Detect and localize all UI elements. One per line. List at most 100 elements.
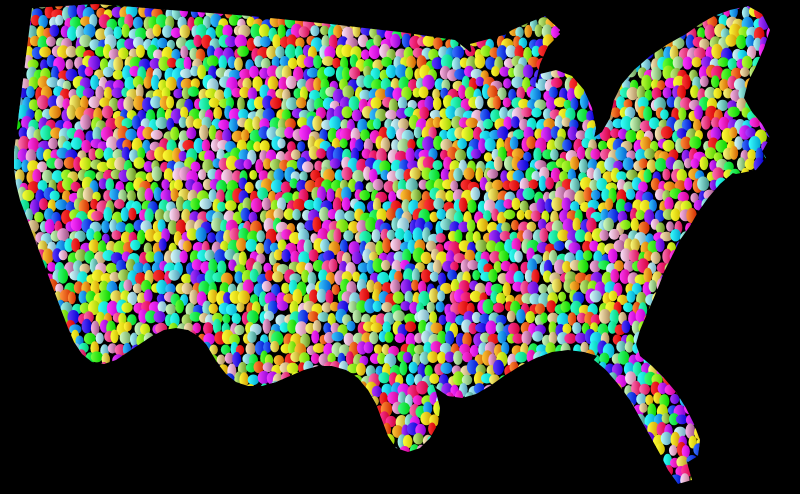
map-dot xyxy=(710,126,722,141)
map-dot xyxy=(648,279,657,293)
map-dot xyxy=(662,87,672,99)
map-dot xyxy=(101,105,114,119)
map-dot xyxy=(144,188,154,202)
map-dot xyxy=(359,230,372,244)
map-dot xyxy=(391,139,400,152)
map-dot xyxy=(247,331,257,343)
map-dot xyxy=(287,141,296,153)
map-dot xyxy=(405,66,414,80)
map-dot xyxy=(502,282,511,297)
map-dot xyxy=(90,75,99,90)
map-dot xyxy=(385,64,397,79)
map-dot xyxy=(682,74,691,90)
map-dot xyxy=(225,200,237,212)
map-dot xyxy=(650,66,662,82)
map-dot xyxy=(472,270,481,281)
map-dot xyxy=(238,108,249,120)
map-dot xyxy=(361,49,370,60)
map-dot xyxy=(617,128,628,140)
map-dot xyxy=(382,237,391,254)
map-dot xyxy=(586,110,595,122)
map-dot xyxy=(366,279,375,293)
map-dot xyxy=(238,149,250,162)
map-dot xyxy=(312,216,322,233)
map-dot xyxy=(412,227,423,243)
map-dot xyxy=(677,191,689,203)
map-dot xyxy=(113,26,123,39)
map-dot xyxy=(144,208,154,223)
map-dot xyxy=(246,140,256,153)
map-dot xyxy=(193,34,202,48)
map-dot xyxy=(275,46,285,59)
map-dot xyxy=(303,56,315,68)
map-dot xyxy=(189,289,199,305)
map-dot xyxy=(512,170,525,183)
map-dot xyxy=(405,373,415,386)
map-dot xyxy=(40,125,52,141)
map-dot xyxy=(81,139,91,153)
map-dot xyxy=(617,350,630,365)
map-dot xyxy=(428,169,440,183)
map-dot xyxy=(513,270,524,285)
map-dot xyxy=(175,196,185,212)
map-dot xyxy=(51,170,64,183)
map-dot xyxy=(259,140,270,153)
map-dot xyxy=(44,218,55,234)
map-dot xyxy=(165,283,176,295)
map-dot xyxy=(553,240,565,251)
map-dot xyxy=(524,24,533,38)
map-dot xyxy=(334,169,344,183)
map-dot xyxy=(359,89,371,101)
map-dot xyxy=(546,300,557,313)
map-dot xyxy=(220,240,229,252)
map-dot xyxy=(308,249,319,262)
map-dot xyxy=(242,279,254,294)
map-dot xyxy=(620,219,631,230)
map-dot xyxy=(704,24,715,40)
map-dot xyxy=(329,116,341,131)
map-dot xyxy=(99,289,111,302)
map-dot xyxy=(524,209,533,220)
map-dot xyxy=(21,159,30,173)
map-dot xyxy=(458,197,468,212)
map-dot xyxy=(411,268,420,284)
map-dot xyxy=(390,238,402,252)
map-dot xyxy=(589,290,602,303)
map-dot xyxy=(469,344,479,357)
map-dot xyxy=(204,269,216,285)
map-dot xyxy=(551,77,563,89)
map-dot xyxy=(578,158,589,174)
map-dot xyxy=(704,86,717,101)
map-dot xyxy=(106,300,119,316)
map-dot xyxy=(704,147,717,160)
map-dot xyxy=(321,302,332,313)
map-dot xyxy=(215,24,225,38)
map-dot xyxy=(444,330,455,345)
map-dot xyxy=(499,106,509,120)
map-dot xyxy=(345,351,354,366)
map-dot xyxy=(155,117,168,129)
map-dot xyxy=(655,222,665,234)
map-dot xyxy=(259,291,268,307)
map-dot xyxy=(118,269,130,282)
map-dot xyxy=(270,97,282,109)
map-dot xyxy=(440,282,453,294)
map-dot xyxy=(404,321,417,333)
map-dot xyxy=(261,197,271,211)
map-dot xyxy=(461,374,473,386)
map-dot xyxy=(307,272,317,286)
map-dot xyxy=(143,76,152,89)
map-dot xyxy=(512,333,524,344)
map-dot xyxy=(740,67,750,77)
map-dot xyxy=(572,217,581,232)
map-dot xyxy=(281,282,290,294)
map-dot xyxy=(707,16,718,28)
map-dot xyxy=(447,269,458,281)
map-dot xyxy=(650,251,661,264)
map-dot xyxy=(508,88,517,101)
map-dot xyxy=(331,331,344,342)
map-dot xyxy=(206,45,216,59)
map-dot xyxy=(475,239,488,253)
map-dot xyxy=(42,169,53,183)
map-dot xyxy=(93,231,102,242)
